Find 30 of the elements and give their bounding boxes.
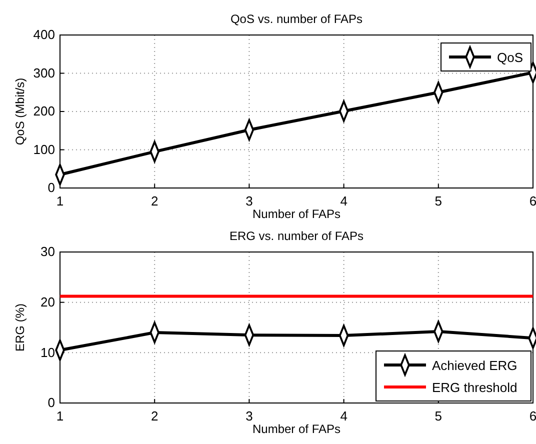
y-axis-title: QoS (Mbit/s) — [13, 78, 27, 146]
x-tick-label: 6 — [529, 408, 536, 424]
y-tick-label: 20 — [40, 294, 55, 310]
y-tick-label: 300 — [33, 65, 55, 80]
chart-title: QoS vs. number of FAPs — [230, 12, 363, 26]
y-tick-label: 400 — [33, 27, 55, 42]
chart-title: ERG vs. number of FAPs — [229, 229, 364, 243]
x-tick-label: 3 — [246, 408, 253, 424]
y-tick-label: 0 — [48, 180, 55, 196]
legend-label: QoS — [497, 50, 524, 65]
x-tick-label: 5 — [434, 408, 442, 424]
x-tick-label: 1 — [56, 193, 64, 208]
x-tick-label: 3 — [246, 193, 253, 208]
x-tick-label: 2 — [150, 193, 158, 208]
x-tick-label: 4 — [340, 408, 348, 424]
legend-label: ERG threshold — [432, 380, 518, 395]
y-tick-label: 30 — [40, 244, 55, 260]
y-tick-label: 0 — [48, 395, 55, 410]
y-tick-label: 10 — [40, 344, 55, 360]
legend-label: Achieved ERG — [432, 358, 518, 373]
y-tick-label: 100 — [33, 142, 55, 157]
y-axis-title: ERG (%) — [13, 303, 27, 352]
x-tick-label: 6 — [529, 193, 536, 208]
x-axis-title: Number of FAPs — [252, 207, 341, 221]
x-axis-title: Number of FAPs — [252, 422, 341, 436]
y-tick-label: 200 — [33, 104, 55, 119]
x-tick-label: 1 — [56, 408, 64, 424]
x-tick-label: 2 — [150, 408, 158, 424]
x-tick-label: 5 — [434, 193, 442, 208]
x-tick-label: 4 — [340, 193, 348, 208]
